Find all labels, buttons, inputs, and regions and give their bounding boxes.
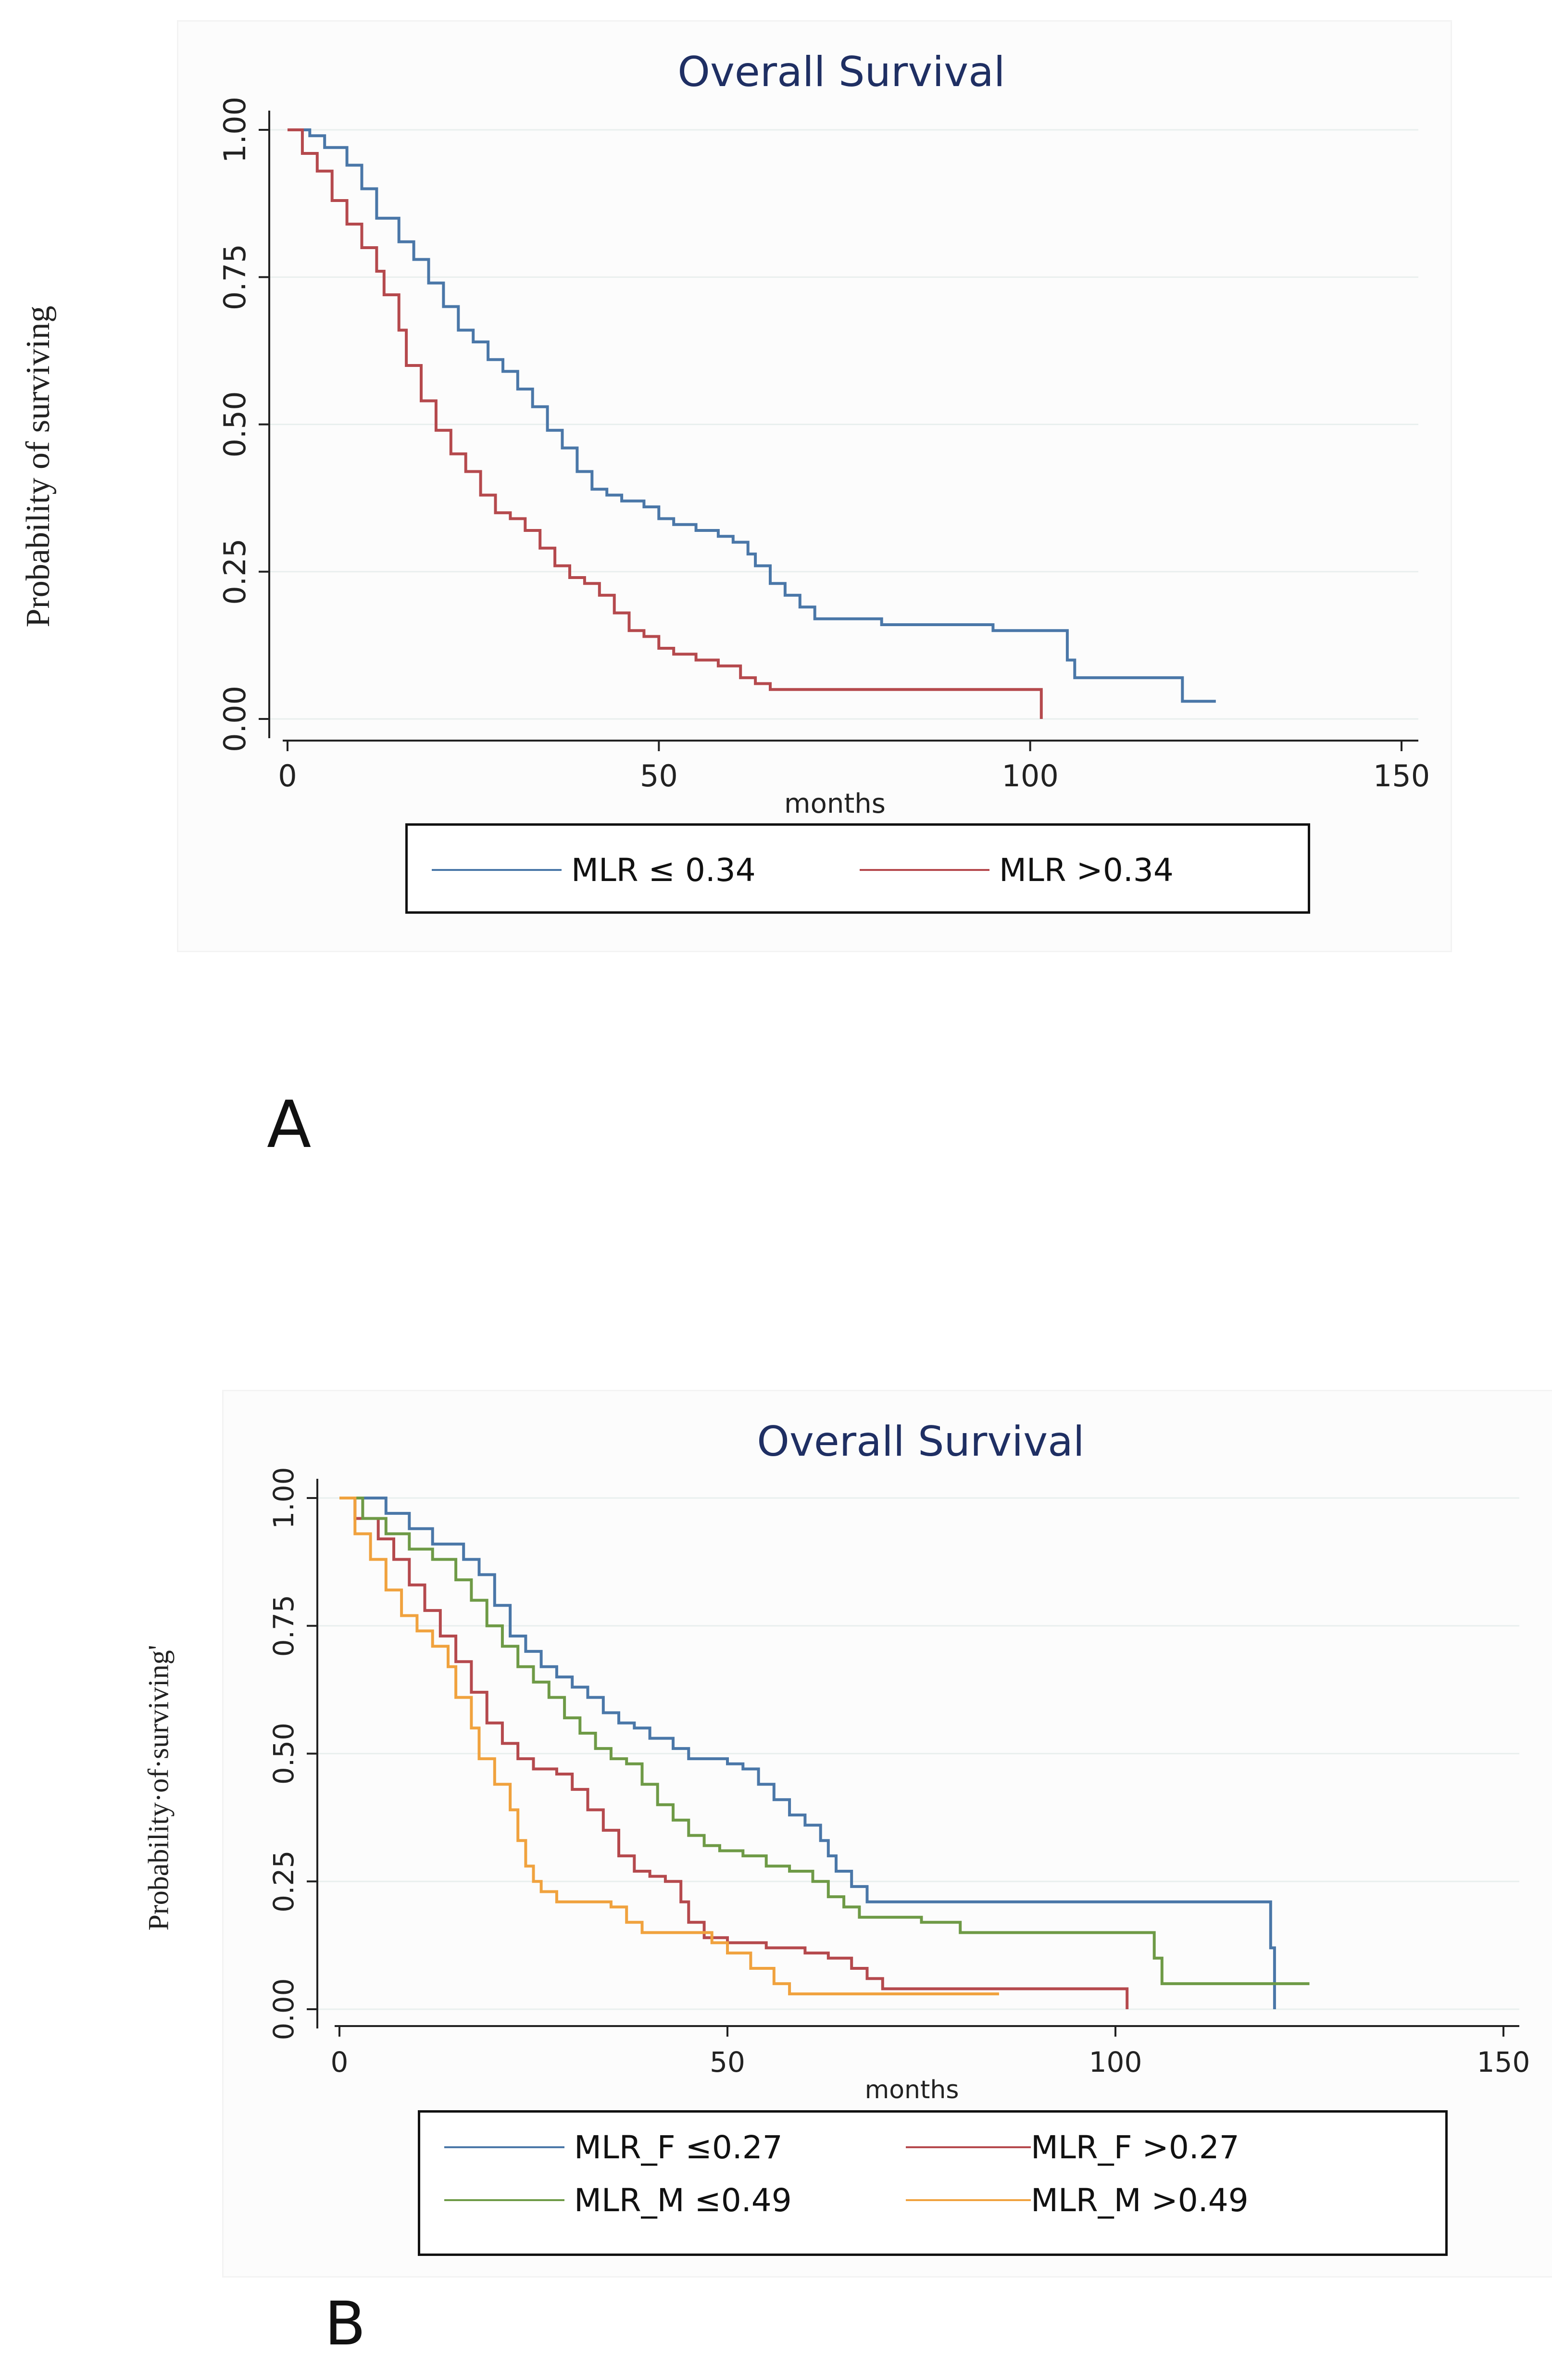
panel-a-background — [177, 20, 1452, 952]
panel-b-x-tick-label: 150 — [1477, 2046, 1530, 2078]
panel-a-y-tick-label: 0.50 — [217, 391, 252, 457]
panel-a-y-tick-label: 1.00 — [217, 97, 252, 163]
panel-b-series-2-curve — [339, 1497, 1129, 2009]
panel-a-x-axis-label: months — [784, 788, 886, 819]
legend-item-mlr-gt-034: MLR >0.34 — [860, 851, 1174, 889]
panel-a-x-tick-label: 100 — [1001, 758, 1058, 793]
legend-label: MLR >0.34 — [999, 851, 1174, 889]
legend-line-orange — [906, 2199, 1031, 2201]
panel-a-y-tick-label: 0.25 — [217, 539, 252, 605]
legend-item-mlr-f-le-027: MLR_F ≤0.27 — [444, 2128, 783, 2166]
panel-b-title: Overall Survival — [757, 1418, 1085, 1466]
panel-a-letter: A — [267, 1087, 312, 1162]
panel-b-series-3-curve — [339, 1497, 1310, 1985]
legend-line-blue — [444, 2146, 564, 2148]
legend-line-green — [444, 2199, 564, 2201]
panel-a-plot: 0.00 0.25 0.50 0.75 1.00 0 50 100 150 months — [217, 97, 1430, 819]
panel-b-y-tick-label: 0.25 — [267, 1851, 300, 1913]
panel-b-y-tick-label: 1.00 — [267, 1467, 300, 1529]
legend-item-mlr-m-le-049: MLR_M ≤0.49 — [444, 2181, 792, 2219]
panel-a-series-2-curve — [288, 128, 1043, 719]
panel-b-plot: 0.00 0.25 0.50 0.75 1.00 0 50 100 150 months — [267, 1467, 1530, 2104]
panel-a-title: Overall Survival — [677, 48, 1005, 96]
panel-b-letter: B — [325, 2289, 366, 2359]
legend-item-mlr-m-gt-049: MLR_M >0.49 — [906, 2181, 1249, 2219]
legend-line-blue — [432, 869, 562, 871]
panel-a-legend: MLR ≤ 0.34 MLR >0.34 — [405, 823, 1310, 914]
legend-label: MLR ≤ 0.34 — [571, 851, 756, 889]
legend-item-mlr-f-gt-027: MLR_F >0.27 — [906, 2128, 1239, 2166]
panel-b-series-4-curve — [339, 1497, 999, 1996]
panel-b-x-tick-label: 50 — [710, 2046, 745, 2078]
legend-label: MLR_M ≤0.49 — [574, 2181, 792, 2219]
legend-line-red — [906, 2146, 1031, 2148]
panel-b-x-axis-label: months — [865, 2076, 959, 2104]
panel-b-y-tick-label: 0.75 — [267, 1595, 300, 1657]
panel-a-x-tick-label: 150 — [1373, 758, 1430, 793]
panel-b-legend: MLR_F ≤0.27 MLR_F >0.27 MLR_M ≤0.49 MLR_… — [418, 2110, 1448, 2256]
legend-label: MLR_F >0.27 — [1031, 2128, 1239, 2166]
panel-b-x-tick-label: 0 — [331, 2046, 349, 2078]
panel-a-y-tick-label: 0.75 — [217, 244, 252, 310]
panel-b-y-tick-label: 0.00 — [267, 1978, 300, 2040]
panel-b-series-1-curve — [339, 1497, 1276, 2009]
legend-label: MLR_F ≤0.27 — [574, 2128, 783, 2166]
panel-a-x-tick-label: 0 — [278, 758, 297, 793]
legend-line-red — [860, 869, 989, 871]
panel-b-x-tick-label: 100 — [1089, 2046, 1142, 2078]
panel-b-y-tick-label: 0.50 — [267, 1723, 300, 1785]
panel-a-x-tick-label: 50 — [640, 758, 678, 793]
legend-label: MLR_M >0.49 — [1031, 2181, 1249, 2219]
legend-item-mlr-le-034: MLR ≤ 0.34 — [432, 851, 756, 889]
panel-a-y-tick-label: 0.00 — [217, 686, 252, 752]
panel-a-series-1-curve — [288, 128, 1216, 703]
